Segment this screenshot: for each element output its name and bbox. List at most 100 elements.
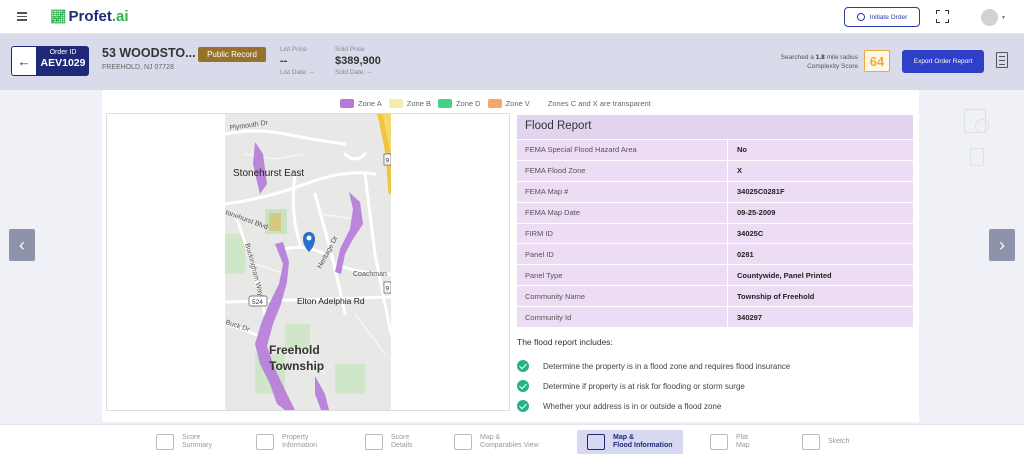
legend-zone-v: Zone V — [487, 98, 530, 108]
nav-label-line2: Flood Information — [613, 442, 673, 449]
row-value: 09-25-2009 — [737, 208, 776, 218]
row-value: No — [737, 145, 747, 155]
map-label-freehold: Freehold — [269, 343, 320, 357]
radius-value: 1.8 — [815, 54, 825, 61]
row-value: 34025C0281F — [737, 187, 785, 197]
legend-swatch — [437, 98, 452, 108]
check-icon — [517, 360, 529, 372]
map-label-coachman: Coachman — [353, 271, 387, 278]
search-radius-info: Searched a 1.8 mile radius Complexity Sc… — [781, 54, 858, 71]
row-key: FEMA Map Date — [517, 202, 728, 223]
row-key: Panel Type — [517, 265, 728, 286]
nav-label-line2: Summary — [182, 442, 212, 449]
row-value: Township of Freehold — [737, 291, 815, 301]
list-item: Whether your address is in or outside a … — [517, 396, 790, 416]
search-icon — [856, 13, 865, 21]
list-price-value: -- — [280, 55, 288, 67]
nav-label-line1: Property — [282, 434, 309, 441]
menu-icon[interactable] — [17, 12, 27, 21]
order-id-value: AEV1029 — [40, 57, 86, 69]
row-value: X — [737, 166, 743, 176]
logo-chart-icon: 📈︎ — [50, 8, 67, 24]
list-item: Determine the property is in a flood zon… — [517, 356, 790, 376]
logo[interactable]: 📈︎ Profet .ai — [50, 8, 129, 25]
fullscreen-icon[interactable] — [936, 10, 949, 23]
house-icon — [256, 434, 274, 450]
map-icon — [454, 434, 472, 450]
legend-label: Zone V — [505, 98, 530, 108]
legend-zone-d: Zone D — [437, 98, 481, 108]
document-icon[interactable] — [996, 52, 1008, 68]
page-icon — [970, 148, 984, 166]
nav-label-line1: Score — [182, 434, 201, 441]
nav-label-line1: Map & — [613, 434, 634, 441]
nav-label-line2: Map — [736, 442, 750, 449]
magnifier-icon — [975, 119, 989, 133]
nav-label-line1: Map & — [480, 434, 501, 441]
top-bar: 📈︎ Profet .ai Initiate Order ▼ — [0, 0, 1024, 34]
sketch-icon — [802, 434, 820, 450]
nav-label-line1: Score — [391, 434, 410, 441]
list-item: Determine if property is at risk for flo… — [517, 376, 790, 396]
complexity-score: 64 — [864, 50, 890, 72]
order-id-box: Order ID AEV1029 — [37, 46, 89, 76]
table-row: FIRM ID 34025C — [517, 223, 913, 245]
avatar[interactable] — [981, 9, 998, 26]
row-key: FEMA Flood Zone — [517, 160, 728, 181]
table-row: FEMA Flood Zone X — [517, 160, 913, 182]
previous-arrow-button[interactable]: ‹ — [9, 229, 35, 261]
table-row: Panel ID 0281 — [517, 244, 913, 266]
chevron-left-icon: ‹ — [19, 234, 25, 255]
legend-label: Zone B — [406, 98, 431, 108]
location-pin-icon[interactable] — [303, 232, 315, 252]
initiate-order-label: Initiate Order — [869, 13, 908, 21]
list-item-text: Determine if property is at risk for flo… — [543, 381, 745, 391]
flood-report-header: Flood Report — [517, 115, 913, 139]
nav-score-details[interactable]: Score Details — [365, 430, 412, 454]
nav-map-comparables[interactable]: Map & Comparables View — [454, 430, 539, 454]
sold-price-value: $389,900 — [335, 55, 381, 67]
flood-report-title: Flood Report — [525, 120, 592, 132]
nav-property-information[interactable]: Property Information — [256, 430, 317, 454]
nav-map-flood-information[interactable]: Map & Flood Information — [577, 430, 683, 454]
public-record-badge: Public Record — [198, 47, 266, 62]
map-label-route-9-top: 9 — [386, 158, 390, 165]
table-row: FEMA Map Date 09-25-2009 — [517, 202, 913, 224]
radius-prefix: Searched a — [780, 54, 814, 61]
table-row: FEMA Map # 34025C0281F — [517, 181, 913, 203]
bottom-nav: Score Summary Property Information Score De… — [0, 424, 1024, 458]
check-icon — [517, 380, 529, 392]
legend-label: Zone D — [455, 98, 481, 108]
score-details-icon — [365, 434, 383, 450]
row-key: FEMA Special Flood Hazard Area — [517, 140, 728, 160]
row-key: Community Name — [517, 286, 728, 307]
chevron-right-icon: › — [999, 234, 1005, 255]
nav-label-line2: Information — [282, 442, 318, 449]
list-item-text: Determine the property is in a flood zon… — [543, 361, 791, 371]
map-label-township: Township — [269, 359, 324, 373]
list-item-text: Whether your address is in or outside a … — [543, 401, 722, 411]
legend-label: Zone A — [358, 98, 382, 108]
list-date: List Date: -- — [280, 69, 314, 76]
nav-label-line2: Comparables View — [480, 442, 539, 449]
flood-map[interactable]: 9 9 524 Plymouth Dr Stonehurst East tone… — [225, 114, 391, 410]
chevron-down-icon[interactable]: ▼ — [1001, 15, 1006, 21]
row-value: Countywide, Panel Printed — [737, 270, 832, 280]
export-order-report-button[interactable]: Export Order Report — [902, 50, 984, 73]
back-button[interactable]: ← — [11, 46, 37, 76]
logo-suffix: .ai — [111, 8, 129, 25]
initiate-order-button[interactable]: Initiate Order — [844, 7, 920, 27]
flood-report-table: FEMA Special Flood Hazard Area No FEMA Fl… — [517, 140, 913, 329]
nav-label-line1: Plat — [736, 434, 749, 441]
row-key: FEMA Map # — [517, 181, 728, 202]
next-arrow-button[interactable]: › — [989, 229, 1015, 261]
nav-sketch[interactable]: Sketch — [802, 430, 849, 454]
zone-legend: Zone A Zone B Zone D Zone V Zones C and … — [340, 97, 651, 109]
nav-plat-map[interactable]: Plat Map — [710, 430, 750, 454]
legend-zone-a: Zone A — [340, 98, 382, 108]
legend-zone-b: Zone B — [388, 98, 431, 108]
legend-swatch — [388, 98, 403, 108]
includes-list: Determine the property is in a flood zon… — [517, 356, 790, 416]
property-city: FREEHOLD, NJ 07728 — [102, 64, 174, 71]
nav-score-summary[interactable]: Score Summary — [156, 430, 212, 454]
